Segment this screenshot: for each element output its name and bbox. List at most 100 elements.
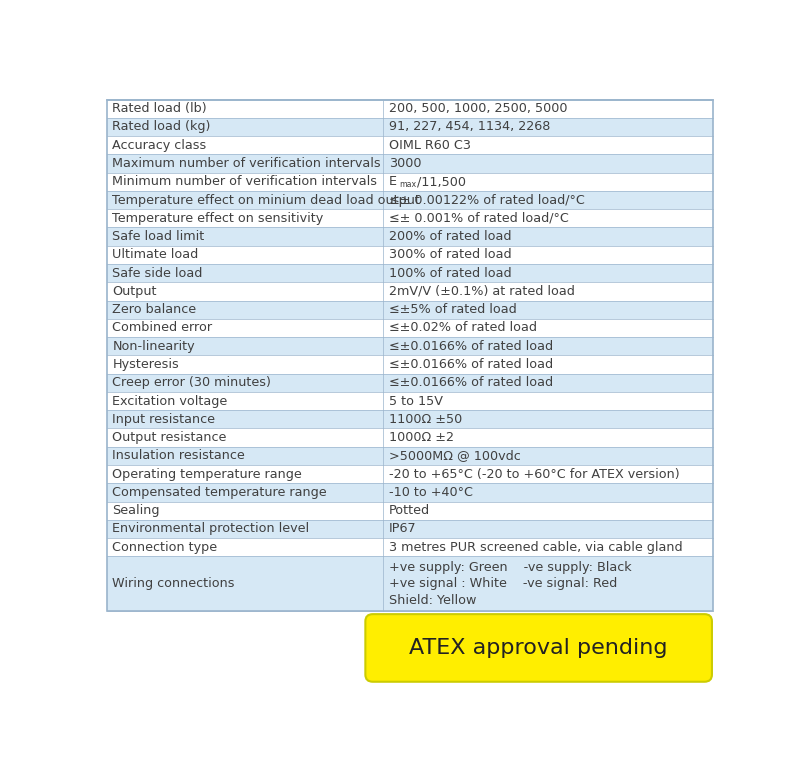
Text: Creep error (30 minutes): Creep error (30 minutes) <box>112 377 271 390</box>
Text: +ve signal : White    -ve signal: Red: +ve signal : White -ve signal: Red <box>389 578 618 591</box>
Bar <box>107 246 382 264</box>
Bar <box>382 99 713 118</box>
Bar <box>107 136 382 154</box>
Bar <box>382 484 713 501</box>
Bar <box>382 410 713 428</box>
Bar <box>382 337 713 355</box>
Text: Hysteresis: Hysteresis <box>112 358 179 371</box>
Text: Zero balance: Zero balance <box>112 303 197 316</box>
Bar <box>107 209 382 227</box>
Text: Temperature effect on sensitivity: Temperature effect on sensitivity <box>112 212 324 225</box>
Bar <box>382 538 713 557</box>
Bar <box>382 373 713 392</box>
Bar <box>107 319 382 337</box>
Text: 200% of rated load: 200% of rated load <box>389 230 511 243</box>
Bar <box>382 300 713 319</box>
Text: Safe side load: Safe side load <box>112 266 202 280</box>
Text: ≤± 0.00122% of rated load/°C: ≤± 0.00122% of rated load/°C <box>389 193 585 206</box>
Text: IP67: IP67 <box>389 523 417 535</box>
Bar <box>107 99 382 118</box>
Text: ≤± 0.001% of rated load/°C: ≤± 0.001% of rated load/°C <box>389 212 569 225</box>
Bar <box>107 428 382 447</box>
Text: Output: Output <box>112 285 157 298</box>
Bar <box>382 428 713 447</box>
Text: Compensated temperature range: Compensated temperature range <box>112 486 327 499</box>
Text: Insulation resistance: Insulation resistance <box>112 450 245 462</box>
Text: 5 to 15V: 5 to 15V <box>389 394 443 407</box>
Bar <box>107 520 382 538</box>
Text: Maximum number of verification intervals: Maximum number of verification intervals <box>112 157 381 170</box>
Text: Minimum number of verification intervals: Minimum number of verification intervals <box>112 176 378 188</box>
Text: Shield: Yellow: Shield: Yellow <box>389 594 476 607</box>
Text: /11,500: /11,500 <box>418 176 466 188</box>
Bar <box>107 355 382 373</box>
Text: 100% of rated load: 100% of rated load <box>389 266 511 280</box>
Bar <box>107 538 382 557</box>
Text: ≤±0.0166% of rated load: ≤±0.0166% of rated load <box>389 377 553 390</box>
Text: ≤±0.0166% of rated load: ≤±0.0166% of rated load <box>389 340 553 353</box>
Bar <box>107 191 382 209</box>
Text: Rated load (kg): Rated load (kg) <box>112 120 210 133</box>
Text: 3 metres PUR screened cable, via cable gland: 3 metres PUR screened cable, via cable g… <box>389 541 682 554</box>
Text: Non-linearity: Non-linearity <box>112 340 195 353</box>
Bar <box>107 118 382 136</box>
Bar <box>382 118 713 136</box>
Bar <box>382 557 713 611</box>
Bar <box>107 373 382 392</box>
Text: max: max <box>399 180 416 189</box>
Bar <box>382 501 713 520</box>
Text: Connection type: Connection type <box>112 541 218 554</box>
Text: 300% of rated load: 300% of rated load <box>389 249 511 261</box>
Bar <box>382 136 713 154</box>
Text: 3000: 3000 <box>389 157 422 170</box>
FancyBboxPatch shape <box>366 614 712 681</box>
Text: Environmental protection level: Environmental protection level <box>112 523 310 535</box>
Text: Combined error: Combined error <box>112 321 213 334</box>
Text: -10 to +40°C: -10 to +40°C <box>389 486 473 499</box>
Bar <box>107 501 382 520</box>
Text: +ve supply: Green    -ve supply: Black: +ve supply: Green -ve supply: Black <box>389 561 631 574</box>
Bar <box>107 410 382 428</box>
Bar <box>382 246 713 264</box>
Text: Potted: Potted <box>389 504 430 517</box>
Bar <box>107 154 382 172</box>
Bar <box>382 172 713 191</box>
Text: 91, 227, 454, 1134, 2268: 91, 227, 454, 1134, 2268 <box>389 120 550 133</box>
Text: ≤±5% of rated load: ≤±5% of rated load <box>389 303 517 316</box>
Bar <box>382 191 713 209</box>
Bar <box>382 520 713 538</box>
Bar <box>107 264 382 283</box>
Bar <box>382 209 713 227</box>
Text: Temperature effect on minium dead load output: Temperature effect on minium dead load o… <box>112 193 420 206</box>
Bar <box>382 465 713 484</box>
Text: 1000Ω ±2: 1000Ω ±2 <box>389 431 454 444</box>
Bar <box>382 355 713 373</box>
Bar <box>107 227 382 246</box>
Bar <box>382 283 713 300</box>
Bar <box>382 447 713 465</box>
Text: Operating temperature range: Operating temperature range <box>112 467 302 480</box>
Text: 1100Ω ±50: 1100Ω ±50 <box>389 413 462 426</box>
Text: Ultimate load: Ultimate load <box>112 249 198 261</box>
Text: Safe load limit: Safe load limit <box>112 230 205 243</box>
Text: ≤±0.02% of rated load: ≤±0.02% of rated load <box>389 321 537 334</box>
Bar <box>107 447 382 465</box>
Bar <box>107 283 382 300</box>
Bar <box>107 300 382 319</box>
Text: ATEX approval pending: ATEX approval pending <box>410 638 668 658</box>
Bar <box>382 154 713 172</box>
Bar <box>382 227 713 246</box>
Bar <box>107 392 382 410</box>
Bar <box>107 557 382 611</box>
Bar <box>382 264 713 283</box>
Text: E: E <box>389 176 397 188</box>
Text: 2mV/V (±0.1%) at rated load: 2mV/V (±0.1%) at rated load <box>389 285 575 298</box>
Text: ≤±0.0166% of rated load: ≤±0.0166% of rated load <box>389 358 553 371</box>
Bar <box>107 337 382 355</box>
Bar <box>107 172 382 191</box>
Bar <box>107 484 382 501</box>
Text: Input resistance: Input resistance <box>112 413 215 426</box>
Text: 200, 500, 1000, 2500, 5000: 200, 500, 1000, 2500, 5000 <box>389 102 567 116</box>
Text: >5000MΩ @ 100vdc: >5000MΩ @ 100vdc <box>389 450 521 462</box>
Text: Sealing: Sealing <box>112 504 160 517</box>
